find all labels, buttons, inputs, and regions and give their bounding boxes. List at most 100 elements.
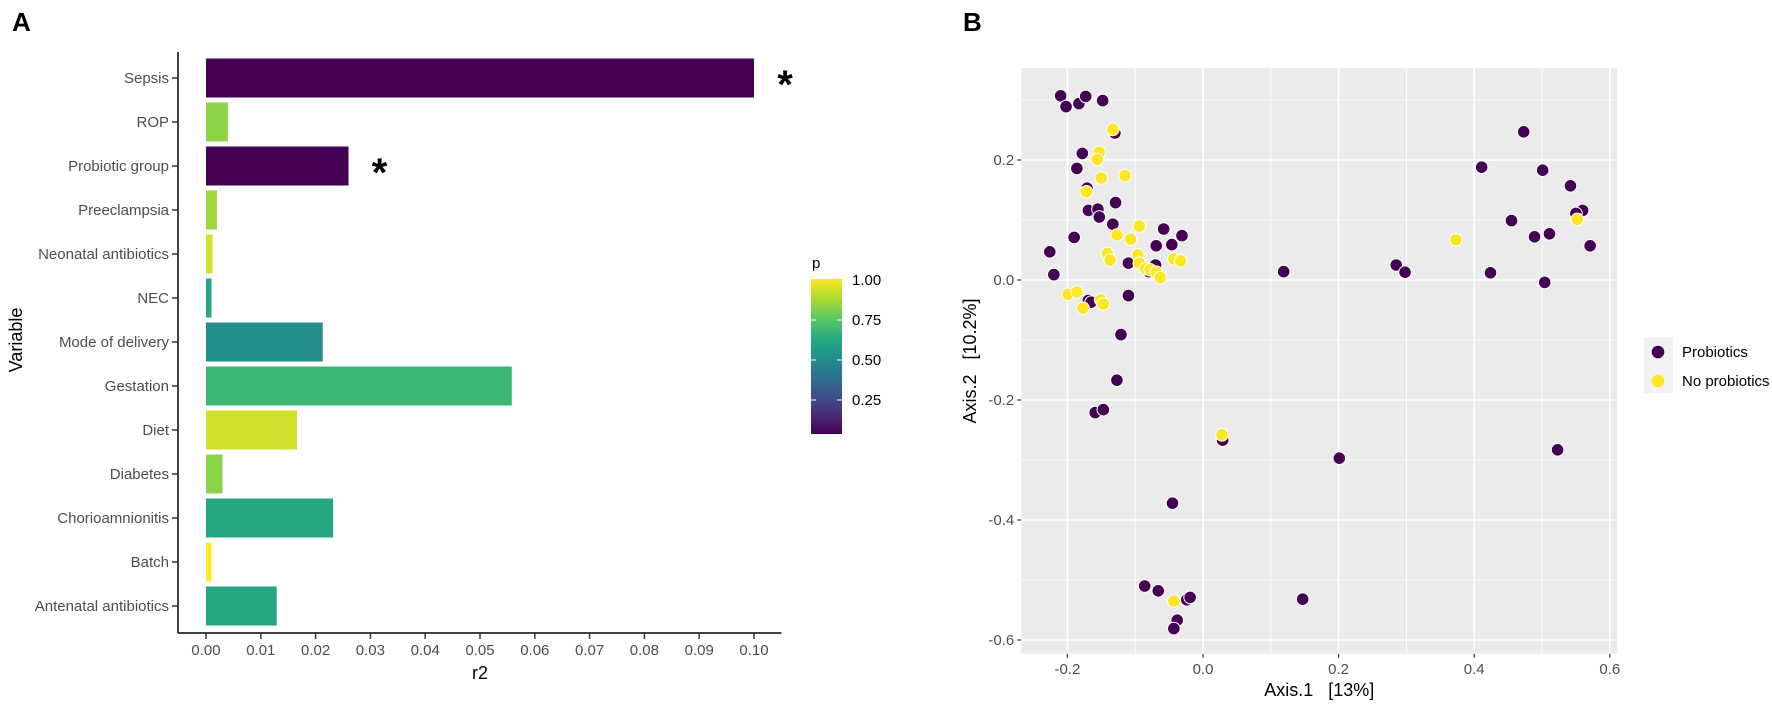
- y-axis-title: Axis.2 [10.2%]: [960, 298, 980, 423]
- y-tick-label: Mode of delivery: [59, 334, 170, 351]
- data-point: [1165, 496, 1180, 511]
- data-point: [1153, 270, 1168, 285]
- bar-chorioamnionitis: [206, 498, 334, 538]
- y-tick-label: Neonatal antibiotics: [38, 246, 169, 263]
- data-point: [1123, 232, 1138, 246]
- data-point: [1483, 266, 1498, 280]
- bar-mode-of-delivery: [206, 322, 323, 362]
- bar-preeclampsia: [206, 190, 217, 230]
- bar-rop: [206, 102, 228, 142]
- x-tick-label: 0.10: [739, 642, 768, 659]
- data-point: [1132, 219, 1147, 233]
- y-tick-label: Antenatal antibiotics: [35, 598, 169, 615]
- data-point: [1103, 253, 1117, 268]
- data-point: [1114, 327, 1128, 342]
- x-axis-title: r2: [472, 663, 488, 683]
- data-point: [1149, 239, 1164, 253]
- bar-sepsis: [206, 58, 754, 98]
- bar-nec: [206, 278, 212, 318]
- data-point: [1042, 245, 1057, 259]
- data-point: [1090, 152, 1105, 167]
- data-point: [1070, 161, 1084, 176]
- data-point: [1151, 584, 1166, 598]
- x-tick-label: 0.07: [575, 642, 604, 659]
- data-point: [1156, 222, 1171, 236]
- x-tick-label: 0.00: [191, 642, 220, 659]
- y-tick-label: Preeclampsia: [78, 202, 170, 219]
- data-point: [1096, 297, 1111, 311]
- legend-key-no-probiotics: [1651, 374, 1665, 388]
- data-point: [1167, 621, 1181, 636]
- x-tick-label: 0.01: [246, 642, 275, 659]
- data-point: [1059, 99, 1073, 114]
- plot-background: [1021, 68, 1618, 654]
- data-point: [1075, 146, 1090, 161]
- series-no-probiotics: [1061, 122, 1585, 608]
- x-tick-label: 0.08: [630, 642, 659, 659]
- colorbar-tick-label: 1.00: [852, 272, 881, 289]
- data-point: [1165, 237, 1179, 252]
- data-point: [1106, 122, 1120, 137]
- significance-asterisk: *: [777, 63, 793, 107]
- y-tick-label: 0.0: [993, 272, 1014, 289]
- data-point: [1079, 185, 1094, 199]
- bar-gestation: [206, 366, 512, 406]
- data-point: [1047, 267, 1061, 282]
- data-point: [1175, 228, 1189, 243]
- x-tick-label: -0.2: [1054, 661, 1080, 678]
- y-tick-label: Batch: [131, 554, 169, 571]
- bar-batch: [206, 542, 212, 582]
- data-point: [1537, 275, 1552, 290]
- group-legend: Probiotics No probiotics: [1644, 337, 1770, 393]
- bar-neonatal-antibiotics: [206, 234, 213, 274]
- bar-probiotic-group: [206, 146, 349, 186]
- y-tick-label: Diabetes: [110, 466, 169, 483]
- y-tick-label: Chorioamnionitis: [57, 510, 169, 527]
- data-point: [1583, 239, 1597, 253]
- data-point: [1108, 195, 1123, 210]
- data-point: [1070, 285, 1084, 299]
- x-tick-label: 0.04: [411, 642, 440, 659]
- data-point: [1118, 168, 1132, 183]
- data-point: [1527, 230, 1542, 244]
- data-point: [1092, 210, 1107, 224]
- data-point: [1183, 590, 1197, 605]
- legend-label: Probiotics: [1682, 344, 1748, 361]
- colorbar-tick-label: 0.75: [852, 312, 881, 329]
- data-point: [1173, 253, 1188, 268]
- bar-diet: [206, 410, 297, 450]
- x-tick-label: 0.4: [1464, 661, 1485, 678]
- data-point: [1215, 428, 1229, 442]
- data-point: [1121, 288, 1136, 303]
- data-point: [1398, 265, 1412, 280]
- data-point: [1550, 443, 1565, 457]
- data-point: [1516, 125, 1531, 139]
- bar-diabetes: [206, 454, 223, 494]
- pcoa-scatter-panel: -0.2 0.0 0.2 0.4 0.6 -0.6 -0.4 -0.2 0.0 0.2 Axis.1…: [960, 68, 1620, 700]
- x-tick-label: 0.02: [301, 642, 330, 659]
- legend-title: p: [812, 255, 820, 272]
- panel-a-label: A: [12, 7, 31, 37]
- y-tick-label: Sepsis: [124, 70, 169, 87]
- y-tick-label: ROP: [136, 114, 169, 131]
- colorbar: [811, 279, 842, 434]
- y-tick-label: NEC: [137, 290, 169, 307]
- x-tick-label: 0.6: [1599, 661, 1620, 678]
- data-point: [1332, 451, 1347, 466]
- colorbar-tick-label: 0.50: [852, 352, 881, 369]
- data-point: [1167, 594, 1181, 608]
- data-point: [1053, 89, 1068, 103]
- data-point: [1449, 233, 1463, 247]
- data-point: [1563, 179, 1578, 193]
- y-tick-label: Probiotic group: [68, 158, 169, 175]
- panel-b-label: B: [963, 7, 982, 37]
- data-point: [1570, 212, 1585, 227]
- series-probiotics: [1042, 89, 1597, 636]
- x-tick-label: 0.05: [465, 642, 494, 659]
- legend-label: No probiotics: [1682, 373, 1770, 390]
- data-point: [1094, 171, 1109, 185]
- colorbar-tick-label: 0.25: [852, 392, 881, 409]
- data-point: [1110, 228, 1124, 242]
- y-tick-label: -0.6: [988, 632, 1014, 649]
- x-axis-title: Axis.1 [13%]: [1264, 680, 1374, 700]
